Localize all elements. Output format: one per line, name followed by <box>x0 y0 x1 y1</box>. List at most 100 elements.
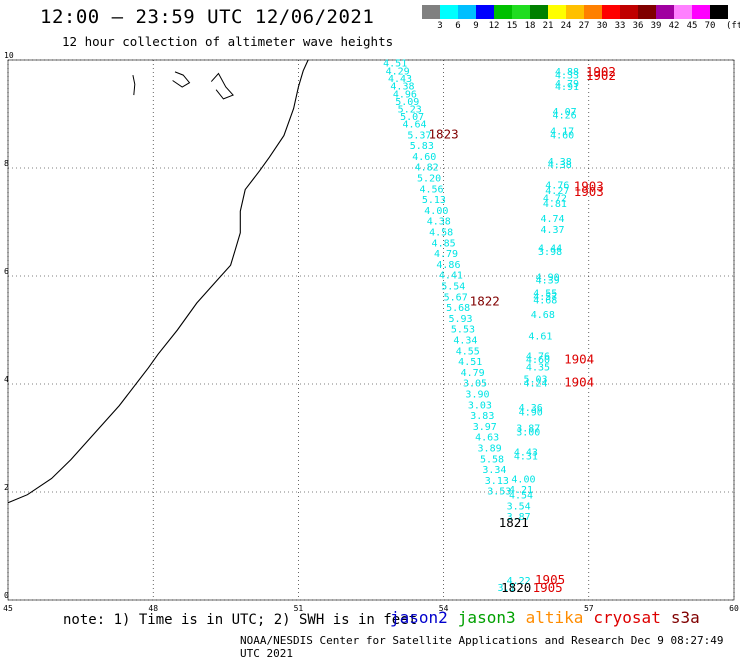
wave-height-value: 4.57 <box>533 292 557 303</box>
orbit-number: 1905 <box>533 580 563 595</box>
lon-tick-label: 57 <box>584 604 594 613</box>
color-swatch <box>494 5 512 19</box>
wave-height-value: 4.90 <box>536 272 560 283</box>
orbit-labels: 1823182218211820190219021903190319041904… <box>429 64 616 595</box>
lon-tick-label: 54 <box>439 604 449 613</box>
color-scale-tick-label: 30 <box>596 21 608 31</box>
wave-height-value: 4.00 <box>424 206 448 217</box>
wave-height-value: 4.74 <box>540 214 564 225</box>
wave-height-value: 4.96 <box>393 89 417 100</box>
satellite-legend-item: s3a <box>670 608 700 627</box>
wave-height-value: 3.53 <box>487 487 511 498</box>
wave-height-value: 3.97 <box>473 422 497 433</box>
wave-height-value: 3.03 <box>468 400 492 411</box>
wave-height-value: 4.41 <box>439 271 463 282</box>
color-scale-tick-label: 70 <box>704 21 716 31</box>
wave-height-value: 4.17 <box>550 127 574 138</box>
wave-height-value: 3.05 <box>463 379 487 390</box>
lat-tick-label: 4 <box>4 375 9 384</box>
wave-height-value: 5.58 <box>480 454 504 465</box>
wave-height-value: 3.90 <box>465 390 489 401</box>
wave-height-value: 4.26 <box>553 110 577 121</box>
wave-height-value: 4.79 <box>461 368 485 379</box>
color-swatch <box>566 5 584 19</box>
satellite-legend-item: cryosat <box>593 608 661 627</box>
orbit-number: 1904 <box>564 375 594 390</box>
color-swatch <box>584 5 602 19</box>
color-swatch <box>512 5 530 19</box>
color-scale-bar <box>422 5 728 19</box>
wave-height-value: 5.09 <box>395 97 419 108</box>
color-scale-tick-label: 12 <box>488 21 500 31</box>
satellite-legend-item: jason3 <box>457 608 516 627</box>
wave-height-value: 3.89 <box>478 444 502 455</box>
satellite-legend-item: altika <box>525 608 584 627</box>
satellite-legend-item: jason2 <box>390 608 448 627</box>
wave-height-value: 4.33 <box>555 70 579 81</box>
lat-tick-label: 6 <box>4 267 9 276</box>
orbit-number: 1903 <box>574 184 604 199</box>
wave-height-value: 4.43 <box>388 74 412 85</box>
wave-height-value: 4.38 <box>548 160 572 171</box>
wave-height-value: 4.54 <box>509 490 533 501</box>
wave-height-value: 5.37 <box>407 130 431 141</box>
color-swatch <box>656 5 674 19</box>
wave-height-value: 4.68 <box>533 296 557 307</box>
island-outline <box>132 74 136 96</box>
wave-height-value: 4.31 <box>514 452 538 463</box>
wave-height-value: 5.68 <box>446 303 470 314</box>
wave-height-value: 5.07 <box>400 112 424 123</box>
wave-height-value: 4.91 <box>555 82 579 93</box>
color-swatch <box>530 5 548 19</box>
wave-height-value: 5.20 <box>417 174 441 185</box>
color-scale-tick-label: 33 <box>614 21 626 31</box>
wave-height-value: 3.54 <box>507 501 531 512</box>
color-scale-tick-label: 36 <box>632 21 644 31</box>
color-scale-tick-label: 6 <box>455 21 461 31</box>
wave-height-value: 4.24 <box>524 379 548 390</box>
wave-height-value: 4.38 <box>390 82 414 93</box>
wave-height-value: 4.79 <box>434 249 458 260</box>
wave-height-value: 4.21 <box>509 485 533 496</box>
orbit-number: 1823 <box>429 126 459 141</box>
wave-height-value: 4.39 <box>536 276 560 287</box>
wave-height-value: 4.55 <box>456 346 480 357</box>
map-subtitle: 12 hour collection of altimeter wave hei… <box>62 34 394 49</box>
wave-height-value: 4.68 <box>531 310 555 321</box>
wave-height-value: 4.88 <box>555 67 579 78</box>
footer-note: note: 1) Time is in UTC; 2) SWH is in fe… <box>63 612 418 628</box>
lon-tick-label: 48 <box>148 604 158 613</box>
orbit-number: 1821 <box>499 515 529 530</box>
orbit-number: 1902 <box>586 64 616 79</box>
wave-height-value: 4.81 <box>543 199 567 210</box>
lat-tick-label: 8 <box>4 159 9 168</box>
wave-height-value: 4.72 <box>543 193 567 204</box>
wave-height-value: 4.51 <box>383 58 407 69</box>
color-scale-labels: 3 6 9 12 15 18 21 24 27 30 33 36 39 42 45 70 <box>422 21 740 35</box>
color-scale-tick-label: 24 <box>560 21 572 31</box>
wave-height-value: 4.61 <box>528 332 552 343</box>
wave-observations: 4.514.294.434.384.965.095.235.074.645.37… <box>383 58 579 593</box>
color-scale-tick-label: 42 <box>668 21 680 31</box>
wave-height-value: 4.36 <box>519 403 543 414</box>
lon-tick-label: 60 <box>729 604 739 613</box>
color-swatch <box>440 5 458 19</box>
island-outline <box>172 71 191 88</box>
orbit-number: 1902 <box>586 68 616 83</box>
color-swatch <box>710 5 728 19</box>
lat-tick-label: 10 <box>4 51 14 60</box>
wave-height-value: 4.90 <box>519 407 543 418</box>
wave-height-value: 3.00 <box>516 427 540 438</box>
wave-height-value: 4.07 <box>553 107 577 118</box>
lat-tick-label: 0 <box>4 591 9 600</box>
orbit-number: 1904 <box>564 351 594 366</box>
lon-tick-label: 45 <box>3 604 13 613</box>
color-swatch <box>602 5 620 19</box>
map-gridlines <box>7 59 735 601</box>
map-title: 12:00 – 23:59 UTC 12/06/2021 <box>40 6 375 28</box>
axis-ticks: 45 48 51 54 57 60 0 2 4 6 8 10 <box>3 51 739 613</box>
wave-height-value: 3.34 <box>482 465 506 476</box>
color-scale-tick-label: 27 <box>578 21 590 31</box>
wave-height-value: 4.22 <box>507 576 531 587</box>
